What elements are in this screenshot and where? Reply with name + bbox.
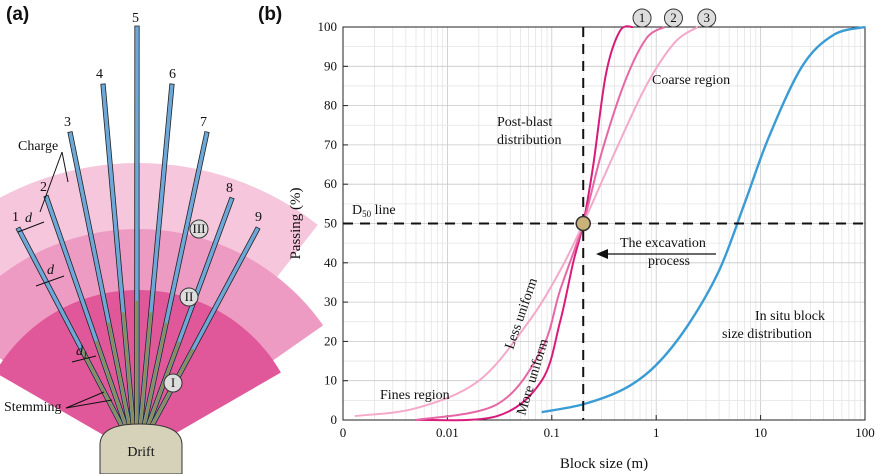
y-tick-label: 60 (324, 176, 337, 191)
y-tick-label: 70 (324, 137, 337, 152)
stemming-8 (145, 341, 181, 431)
y-tick-label: 80 (324, 98, 337, 113)
x-axis-title: Block size (m) (560, 456, 648, 472)
x-tick-label: 1 (653, 425, 660, 440)
spacing-label-3: d1 (76, 344, 88, 360)
curve-marker-circle-2 (663, 8, 683, 28)
curve-marker-label-1: 1 (639, 10, 646, 25)
hole-number-9: 9 (255, 210, 262, 225)
excavation-arrowhead (596, 249, 608, 259)
stemming-3 (107, 322, 132, 431)
svg-text:II: II (185, 289, 194, 304)
curve-marker-label-3: 3 (703, 10, 710, 25)
charge-leader-1 (39, 151, 63, 213)
panel-a-label: (a) (6, 4, 29, 25)
stemming-leader-2 (65, 399, 113, 409)
curve-1 (415, 25, 634, 422)
curve-marker-label-2: 2 (670, 10, 677, 25)
hole-number-1: 1 (12, 210, 19, 225)
hole-number-8: 8 (226, 181, 233, 196)
d50-point (575, 215, 591, 232)
curve-in-situ (541, 25, 866, 414)
hole-number-2: 2 (40, 180, 47, 195)
stemming-4 (121, 312, 135, 431)
y-tick-label: 20 (324, 333, 337, 348)
svg-text:I: I (171, 375, 175, 390)
panel-b: (b) 0 10 20 30 40 50 60 70 80 90 100 0 0.01 0.1 1 10 100… (258, 4, 875, 472)
hole-number-4: 4 (96, 67, 103, 82)
y-tick-label: 40 (324, 255, 337, 270)
stemming-1 (80, 348, 126, 431)
curve-3 (354, 26, 699, 418)
hole-number-7: 7 (200, 115, 207, 130)
curve-marker-circle-1 (632, 8, 652, 28)
post-blast-label-1: Post-blast (497, 115, 552, 130)
coarse-region-label: Coarse region (652, 73, 730, 88)
post-blast-label-2: distribution (497, 133, 562, 148)
d50-line-label: D50 line (352, 203, 396, 219)
fines-region-label: Fines region (380, 388, 450, 403)
stemming-segments (80, 300, 195, 431)
drift-shape (99, 423, 183, 474)
hole-number-6: 6 (169, 67, 176, 82)
x-tick-label: 100 (855, 425, 875, 440)
stemming-leader-1 (65, 391, 105, 409)
y-axis-title: Passing (%) (288, 187, 304, 259)
y-tick-label: 0 (331, 412, 338, 427)
y-tick-label: 90 (324, 58, 337, 73)
stemming-7 (141, 322, 168, 431)
stemming-label: Stemming (4, 400, 62, 415)
stemming-2 (95, 340, 129, 431)
x-tick-label: 10 (754, 425, 767, 440)
svg-text:III: III (193, 221, 206, 236)
spacing-arrow-1 (17, 221, 45, 233)
zone-label-2: II (179, 287, 199, 307)
x-tick-label: 0.01 (436, 425, 459, 440)
insitu-label-1: In situ block (755, 309, 825, 324)
tick-labels: 0 10 20 30 40 50 60 70 80 90 100 0 0.01 0.1 1 10 100 (318, 19, 875, 440)
panel-a: (a) Drift 1 2 3 4 5 6 7 8 9 Charge d d d… (0, 4, 324, 474)
hole-number-3: 3 (64, 115, 71, 130)
d50-intersection-marker (575, 215, 591, 232)
hole-number-5: 5 (132, 11, 139, 26)
spacing-label-2: d (47, 263, 55, 278)
y-tick-label: 100 (318, 19, 338, 34)
x-tick-label: 0 (340, 425, 347, 440)
charge-label: Charge (18, 139, 58, 154)
spacing-label-1: d (25, 211, 33, 226)
y-tick-label: 30 (324, 294, 337, 309)
panel-b-label: (b) (258, 4, 282, 25)
x-tick-label: 0.1 (544, 425, 560, 440)
zone-label-1: I (163, 373, 183, 393)
excavation-label-2: process (648, 254, 690, 269)
y-tick-label: 10 (324, 373, 337, 388)
charge-leader-2 (61, 151, 69, 183)
zone-label-3: III (189, 219, 209, 239)
curve-marker-circle-3 (697, 8, 717, 28)
drift-label: Drift (127, 445, 154, 460)
spacing-arrow-2 (35, 275, 65, 287)
excavation-label-1: The excavation (620, 236, 706, 251)
stemming-6 (138, 312, 153, 431)
insitu-label-2: size distribution (722, 327, 812, 342)
curve-markers: 1 2 3 (632, 8, 717, 28)
spacing-arrow-3 (71, 355, 97, 363)
y-tick-label: 50 (324, 216, 337, 231)
